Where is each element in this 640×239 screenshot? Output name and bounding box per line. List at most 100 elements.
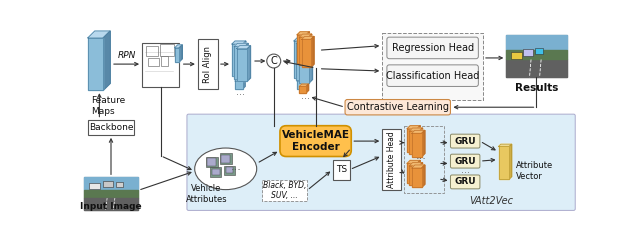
Text: VAtt2Vec: VAtt2Vec [468,196,513,206]
Bar [262,179,307,201]
Polygon shape [506,50,566,60]
Polygon shape [419,163,422,185]
Polygon shape [234,46,245,79]
Polygon shape [84,177,138,190]
Bar [224,166,235,175]
Polygon shape [307,84,308,92]
Polygon shape [248,46,250,81]
Polygon shape [296,43,307,80]
Bar [207,158,216,166]
Text: GRU: GRU [454,157,476,166]
Polygon shape [300,84,308,87]
Bar [90,183,100,189]
Text: Vehicle
Attributes: Vehicle Attributes [186,184,227,204]
Text: GRU: GRU [454,177,476,186]
Polygon shape [506,60,566,77]
Text: GRU: GRU [454,137,476,146]
Polygon shape [412,165,425,168]
Polygon shape [499,147,509,179]
Text: ...: ... [415,151,426,161]
Text: VehicleMAE
Encoder: VehicleMAE Encoder [282,130,349,152]
FancyBboxPatch shape [280,126,351,157]
Bar [146,46,158,56]
Polygon shape [300,87,307,92]
Bar [212,169,220,175]
Polygon shape [84,198,138,210]
Polygon shape [88,38,103,90]
Bar [103,181,113,186]
FancyBboxPatch shape [187,114,575,210]
Polygon shape [297,35,307,63]
Polygon shape [232,44,243,76]
Polygon shape [309,43,312,83]
Polygon shape [301,39,311,67]
Text: Input Image: Input Image [80,202,142,211]
Bar [142,43,179,87]
Ellipse shape [195,148,257,190]
FancyBboxPatch shape [345,99,451,115]
Polygon shape [235,81,243,89]
Bar [205,157,218,167]
Polygon shape [84,190,138,198]
Text: Results: Results [515,83,558,92]
Text: Attribute
Vector: Attribute Vector [516,161,554,181]
FancyBboxPatch shape [451,154,480,168]
Polygon shape [103,31,110,90]
Bar [511,52,522,60]
Polygon shape [506,35,566,50]
Polygon shape [175,45,182,48]
Bar [535,48,543,54]
Text: Contrastive Learning: Contrastive Learning [347,102,449,112]
Polygon shape [232,41,246,44]
Bar [226,167,234,174]
Polygon shape [422,165,425,187]
FancyBboxPatch shape [451,134,480,148]
Polygon shape [179,45,182,62]
FancyBboxPatch shape [382,33,483,99]
Polygon shape [509,144,511,179]
Polygon shape [305,38,308,78]
Text: ...: ... [461,165,470,175]
Bar [88,120,134,135]
Text: TS: TS [335,165,347,174]
Polygon shape [412,133,422,157]
Polygon shape [410,166,419,185]
Bar [221,155,230,163]
Bar [220,153,232,164]
Polygon shape [417,126,420,152]
Polygon shape [407,163,417,183]
Polygon shape [410,163,422,166]
Polygon shape [243,79,245,89]
Text: Classification Head: Classification Head [386,71,479,81]
Polygon shape [307,32,309,63]
Polygon shape [300,37,308,65]
Polygon shape [407,160,420,163]
Polygon shape [298,43,312,46]
Polygon shape [175,48,179,62]
Polygon shape [297,79,307,81]
Polygon shape [234,43,248,46]
Polygon shape [88,31,110,38]
Text: Backbone: Backbone [89,123,133,132]
Polygon shape [410,131,419,154]
Polygon shape [419,128,422,154]
FancyBboxPatch shape [387,65,478,87]
Polygon shape [294,38,308,41]
Polygon shape [499,144,511,147]
Polygon shape [407,126,420,129]
FancyBboxPatch shape [387,37,478,59]
Polygon shape [237,46,250,49]
Text: Black, BYD,
SUV, ...: Black, BYD, SUV, ... [263,181,307,200]
Polygon shape [243,41,246,76]
Polygon shape [296,40,310,43]
Text: Feature
Maps: Feature Maps [91,97,125,116]
Polygon shape [301,36,314,39]
Polygon shape [308,34,312,65]
Polygon shape [422,130,425,157]
Text: RoI Align: RoI Align [204,46,212,83]
Polygon shape [407,129,417,152]
Bar [382,129,401,190]
Text: ...: ... [301,91,310,101]
Bar [210,167,221,177]
Polygon shape [237,49,248,81]
